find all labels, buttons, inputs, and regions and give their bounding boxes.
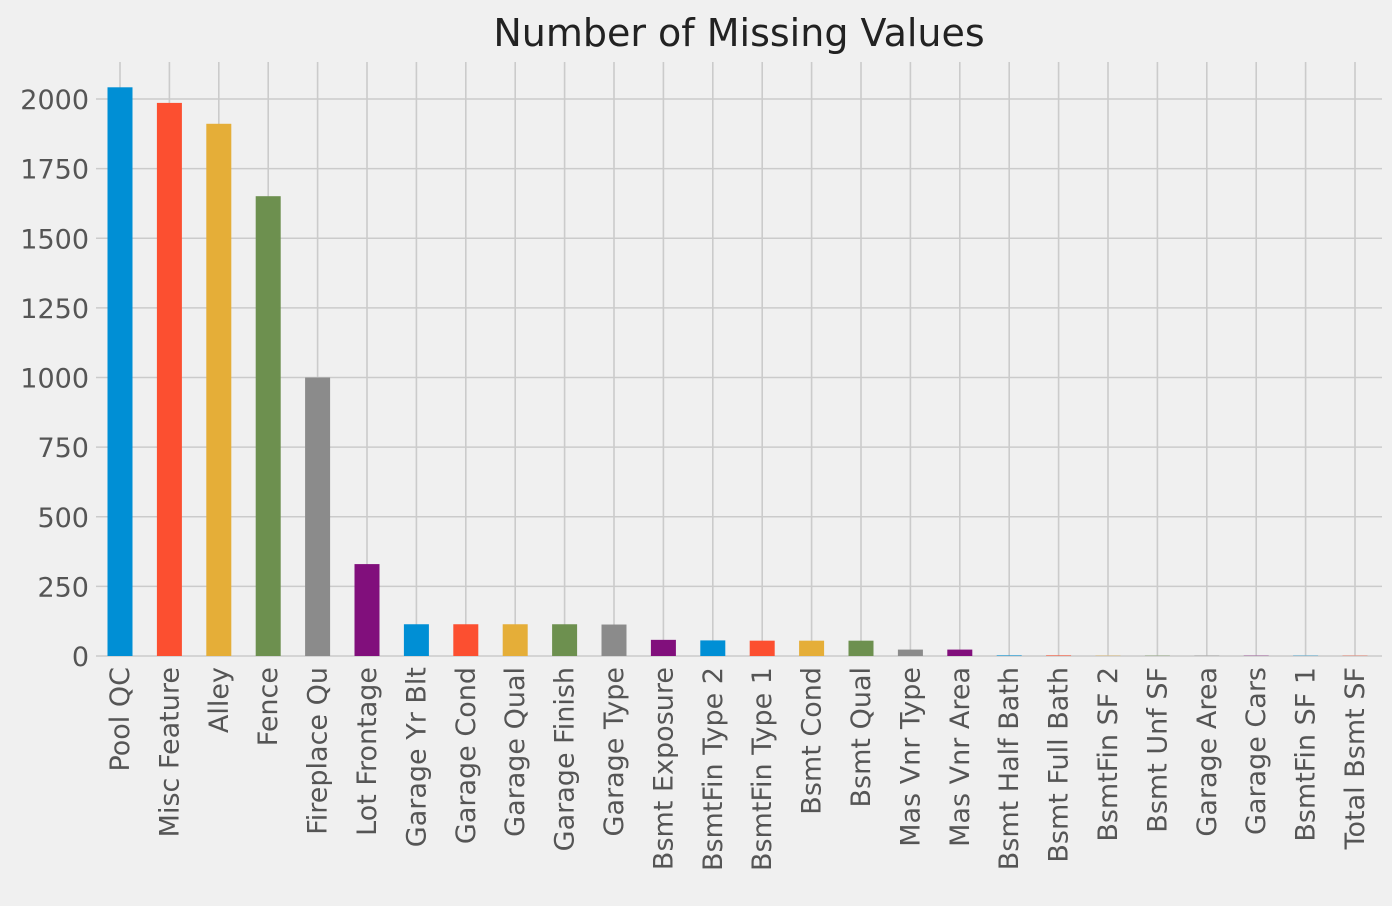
x-tick-label: Garage Cars xyxy=(1241,667,1272,835)
y-tick-label: 1750 xyxy=(20,155,89,186)
y-tick-label: 1000 xyxy=(20,364,89,395)
bar xyxy=(1046,655,1072,656)
plot-area xyxy=(96,62,1382,656)
bar xyxy=(650,639,676,656)
x-tick-label: BsmtFin SF 2 xyxy=(1093,667,1124,842)
x-tick-label: Bsmt Cond xyxy=(797,667,828,815)
bar xyxy=(354,564,380,656)
y-tick-label: 750 xyxy=(37,433,89,464)
y-axis-ticks: 0 250 500 750 1000 1250 1500 1750 2000 xyxy=(20,85,89,673)
bar xyxy=(552,624,578,656)
x-axis-ticks: Pool QC Misc Feature Alley Fence Fireplace Q… xyxy=(105,667,1371,871)
x-tick-label: Garage Qual xyxy=(500,667,531,837)
bar xyxy=(156,102,182,657)
x-tick-label: Bsmt Half Bath xyxy=(994,667,1025,870)
y-tick-label: 500 xyxy=(37,503,89,534)
x-tick-label: Bsmt Exposure xyxy=(648,667,679,870)
x-tick-label: Garage Type xyxy=(599,667,630,836)
bar xyxy=(799,640,825,656)
x-tick-label: Mas Vnr Area xyxy=(945,667,976,847)
bar xyxy=(107,87,133,657)
chart-title: Number of Missing Values xyxy=(493,11,984,55)
y-tick-label: 1250 xyxy=(20,294,89,325)
bar xyxy=(947,649,973,656)
bar xyxy=(749,640,775,656)
x-tick-label: BsmtFin Type 2 xyxy=(698,667,729,871)
bar xyxy=(502,624,528,656)
bar xyxy=(848,640,874,656)
bar xyxy=(453,624,479,656)
x-tick-label: Bsmt Full Bath xyxy=(1044,667,1075,863)
x-tick-label: BsmtFin Type 1 xyxy=(747,667,778,871)
x-tick-label: Fence xyxy=(253,667,284,746)
bar xyxy=(996,655,1022,656)
x-tick-label: Lot Frontage xyxy=(352,667,383,836)
x-tick-label: Mas Vnr Type xyxy=(895,667,926,847)
y-tick-label: 1500 xyxy=(20,224,89,255)
x-tick-label: Garage Cond xyxy=(451,667,482,844)
x-tick-label: Total Bsmt SF xyxy=(1340,667,1371,850)
x-tick-label: BsmtFin SF 1 xyxy=(1291,667,1322,842)
bar xyxy=(700,640,726,656)
y-tick-label: 2000 xyxy=(20,85,89,116)
x-tick-label: Bsmt Qual xyxy=(846,667,877,807)
y-tick-label: 250 xyxy=(37,572,89,603)
x-tick-label: Bsmt Unf SF xyxy=(1142,667,1173,833)
y-tick-label: 0 xyxy=(72,642,89,673)
bar xyxy=(897,649,923,656)
bar xyxy=(403,624,429,656)
x-tick-label: Fireplace Qu xyxy=(303,667,334,835)
bar xyxy=(305,377,331,656)
bar xyxy=(255,196,281,656)
bar xyxy=(601,624,627,656)
bar xyxy=(206,123,232,656)
x-tick-label: Garage Area xyxy=(1192,667,1223,837)
x-tick-label: Garage Finish xyxy=(550,667,581,851)
x-tick-label: Misc Feature xyxy=(154,667,185,837)
x-tick-label: Alley xyxy=(204,667,235,733)
bars xyxy=(107,87,1368,657)
x-tick-label: Garage Yr Blt xyxy=(401,667,432,847)
x-tick-label: Pool QC xyxy=(105,667,136,772)
